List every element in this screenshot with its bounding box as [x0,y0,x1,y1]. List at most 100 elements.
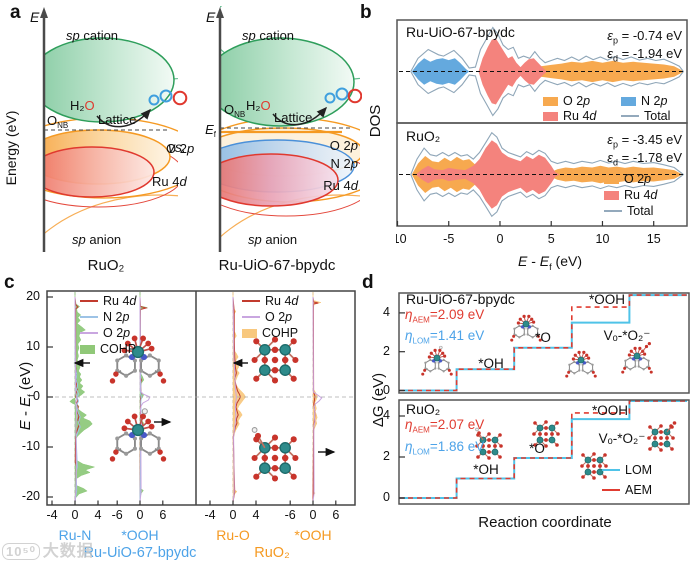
dos-series-total [410,26,685,117]
cohp-left-legend: Ru 4d N 2p O 2p COHP [80,294,136,356]
panel-a-label: a [10,2,21,23]
axis-tick-label: -4 [46,508,57,522]
legend-item: O 2p [80,326,136,340]
legend-swatch [602,489,620,491]
molecule-inset-ruo2 [647,421,677,452]
left-diagram-title: RuO₂ [88,257,125,274]
e-axis-label-right: E [206,9,216,25]
legend-swatch [604,210,622,212]
molecule-inset-bpydc [565,350,597,378]
sp-cation-band-right [220,37,355,127]
axis-tick-label: 6 [159,508,166,522]
e-axis-label-left: E [30,9,40,25]
axis-tick-label: -4 [204,508,215,522]
molecule-inset-ruo2 [475,427,503,460]
lattice-label-right: Lattice [274,110,312,125]
axis-tick-label: -10 [21,439,40,453]
watermark: 10⁵⁰ 大数据 [2,537,94,561]
molecule-inset-ruo2 [251,336,299,384]
axis-tick-label: 15 [647,232,661,246]
axis-tick-label: 4 [95,508,102,522]
dos-series-ru-4d [415,140,560,209]
legend-label: COHP [262,326,299,340]
eps-p-top: εp = -0.74 eV [607,28,682,46]
onb-label-right: ONB [224,102,245,119]
cohp-line-o-2p [312,296,323,503]
oxygen-atom-icon [172,90,188,106]
axis-tick-label: 6 [332,508,339,522]
axis-tick-label: 0 [72,508,79,522]
eps-d-top: εd = -1.94 eV [607,46,682,64]
molecule-inset-ruo2 [580,452,608,480]
axis-tick-label: 0 [230,508,237,522]
eps-p-bottom: εp = -3.45 eV [607,132,682,150]
legend-label: O 2p [624,172,652,186]
vs-label: vs. [168,139,186,155]
legend-item: Ru 4d [604,188,657,202]
ru4d-band-left [44,146,155,198]
legend-swatch [80,332,98,334]
axis-tick-label: 0 [33,389,40,403]
legend-swatch [80,300,98,302]
species-oh-top: *OH [478,356,504,371]
cohp-axis-ticks: -4 0 4 -6 0 6 -4 0 4 -6 0 6 [46,296,354,522]
dos-series-n-2p [411,58,535,85]
oxygen-atom-icon [324,92,336,104]
legend-label: Total [644,109,671,123]
species-ooh-bottom: *OOH [591,403,629,418]
molecule-inset-bpydc [109,408,167,462]
axis-tick-label: -20 [21,489,40,503]
axis-tick-label: 0 [137,508,144,522]
step-top-title: Ru-UiO-67-bpydc [406,291,515,307]
legend-label: COHP [100,342,137,356]
axis-tick-label: 2 [383,343,390,358]
cohp-frame [46,290,356,506]
aem-step-line [399,294,687,392]
step-x-axis-title: Reaction coordinate [478,514,612,531]
molecule-inset-bpydc [510,314,542,342]
cohp-subpanel-ooh [312,292,323,504]
ru4d-label-left: Ru 4d [152,174,187,189]
bond-label-ru-o: Ru-O [216,527,250,543]
axis-tick-label: 10 [596,232,610,246]
oxygen-atom-icon [335,87,349,101]
legend-item: COHP [80,342,136,356]
axis-tick-label: -6 [112,508,123,522]
lattice-oxygen-arrow-right [272,106,328,126]
legend-item: Ru 4d [242,294,298,308]
axis-tick-label: 2 [383,449,390,463]
sp-cation-label-left: sp cation [66,28,118,43]
legend-label: N 2p [641,94,668,108]
n2p-label-right: N 2p [331,156,358,171]
ru4d-band-right [220,153,339,207]
dos-x-axis-title: E - Ef (eV) [518,253,582,272]
molecule-inset-bpydc [421,345,453,376]
axis-tick-label: 5 [548,232,555,246]
legend-label: Ru 4d [563,109,597,123]
legend-label: LOM [625,463,653,477]
axis-tick-label: 4 [383,408,390,422]
dos-frame-bottom [396,122,688,227]
axis-tick-label: 4 [253,508,260,522]
sp-cation-band-left [44,37,175,123]
legend-item: Total [604,204,657,218]
legend-swatch [242,300,260,302]
axis-tick-label: 0 [497,232,504,246]
cohp-subpanel-ooh [139,292,151,504]
species-o-top: *O [535,330,551,345]
axis-tick-label: -6 [285,508,296,522]
energy-axis-arrow-left [40,7,48,18]
steps-ruo2 [399,400,687,499]
legend-label: Ru 4d [103,294,137,308]
legend-label: O 2p [103,326,131,340]
axis-tick-label: -5 [443,232,454,246]
axis-tick-label: 4 [383,304,390,319]
molecule-inset-bpydc [621,342,653,374]
bond-label-ooh-left: *OOH [121,527,159,543]
lattice-label-left: Lattice [98,112,136,127]
eta-lom-top: ηLOM=1.41 eV [405,328,485,346]
species-oh-bottom: *OH [473,462,499,477]
sp-anion-label-right: sp anion [248,232,297,247]
dos-top-legend: O 2p N 2p Ru 4d Total [543,94,689,123]
axis-tick-label: 10 [26,339,40,353]
